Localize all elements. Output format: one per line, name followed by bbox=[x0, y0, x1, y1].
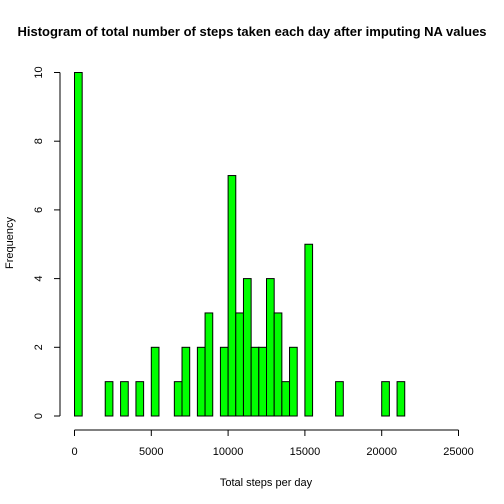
histogram-bar bbox=[396, 381, 406, 417]
histogram-bar bbox=[227, 175, 237, 417]
y-tick-label: 4 bbox=[33, 276, 45, 282]
histogram-bar bbox=[289, 346, 298, 417]
histogram-bar bbox=[235, 312, 244, 417]
x-tick-label: 0 bbox=[71, 446, 77, 458]
histogram-bar bbox=[242, 278, 252, 417]
histogram-bar bbox=[250, 346, 260, 417]
chart-title: Histogram of total number of steps taken… bbox=[17, 24, 486, 39]
histogram-bar bbox=[335, 381, 344, 417]
x-axis: 0 5000 10000 15000 20000 25000 bbox=[71, 429, 474, 458]
y-tick-label: 10 bbox=[33, 66, 45, 78]
y-tick-label: 6 bbox=[33, 207, 45, 213]
x-axis-label: Total steps per day bbox=[220, 477, 313, 489]
histogram-bar bbox=[219, 346, 229, 417]
histogram-bar bbox=[266, 278, 275, 417]
histogram-bar bbox=[381, 381, 390, 417]
histogram-bar bbox=[273, 312, 283, 417]
y-axis: 0 2 4 6 8 10 bbox=[33, 66, 61, 419]
histogram-bar bbox=[281, 381, 291, 417]
y-axis-label: Frequency bbox=[4, 217, 16, 269]
y-tick-label: 2 bbox=[33, 344, 45, 350]
x-tick-label: 15000 bbox=[290, 446, 321, 458]
histogram-bar bbox=[181, 346, 191, 417]
histogram-bar bbox=[258, 346, 268, 417]
histogram-bar bbox=[120, 381, 129, 417]
histogram-bar bbox=[104, 381, 114, 417]
histogram-bar bbox=[173, 381, 183, 417]
y-tick-label: 8 bbox=[33, 138, 45, 144]
histogram-bar bbox=[135, 381, 145, 417]
x-tick-label: 5000 bbox=[139, 446, 163, 458]
y-tick-label: 0 bbox=[33, 413, 45, 419]
x-tick-label: 10000 bbox=[213, 446, 244, 458]
histogram-bar bbox=[204, 312, 214, 417]
histogram-bar bbox=[74, 72, 83, 417]
histogram-bar bbox=[196, 346, 206, 417]
histogram-bar bbox=[304, 243, 314, 417]
bars-group bbox=[74, 72, 406, 417]
x-tick-label: 20000 bbox=[366, 446, 397, 458]
x-tick-label: 25000 bbox=[443, 446, 474, 458]
histogram-bar bbox=[150, 346, 160, 417]
